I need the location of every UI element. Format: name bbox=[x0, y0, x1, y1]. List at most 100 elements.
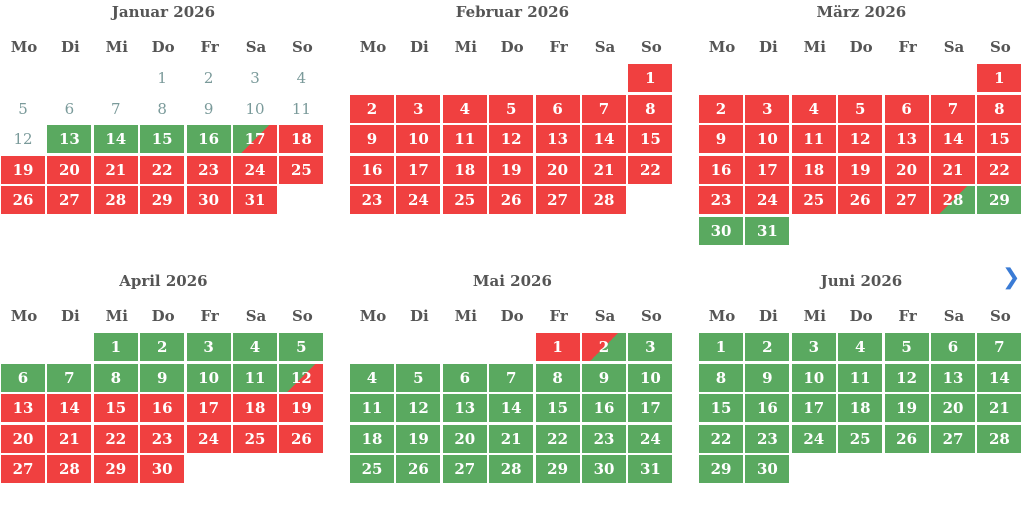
day-cell[interactable]: 15 bbox=[140, 125, 185, 154]
day-cell[interactable]: 3 bbox=[186, 333, 231, 361]
day-cell[interactable]: 28 bbox=[582, 186, 626, 215]
day-cell[interactable]: 29 bbox=[977, 186, 1022, 215]
day-cell[interactable]: 19 bbox=[396, 424, 441, 453]
day-cell[interactable]: 18 bbox=[279, 125, 324, 154]
day-cell[interactable]: 23 bbox=[350, 186, 394, 215]
day-cell[interactable]: 9 bbox=[140, 363, 185, 392]
day-cell[interactable]: 6 bbox=[931, 333, 975, 361]
day-cell[interactable]: 15 bbox=[977, 125, 1022, 154]
day-cell[interactable]: 16 bbox=[186, 125, 231, 154]
day-cell[interactable]: 4 bbox=[350, 363, 394, 392]
day-cell[interactable]: 21 bbox=[47, 424, 92, 453]
day-cell[interactable]: 20 bbox=[47, 155, 92, 184]
day-cell[interactable]: 30 bbox=[745, 455, 790, 484]
day-cell[interactable]: 15 bbox=[699, 394, 743, 423]
day-cell[interactable]: 11 bbox=[838, 363, 883, 392]
day-cell[interactable]: 22 bbox=[535, 424, 580, 453]
day-cell[interactable]: 30 bbox=[699, 217, 743, 245]
day-cell[interactable]: 20 bbox=[535, 155, 580, 184]
day-cell[interactable]: 14 bbox=[93, 125, 138, 154]
day-cell[interactable]: 12 bbox=[396, 394, 441, 423]
day-cell[interactable]: 20 bbox=[931, 394, 975, 423]
day-cell[interactable]: 19 bbox=[489, 155, 534, 184]
day-cell[interactable]: 18 bbox=[838, 394, 883, 423]
day-cell[interactable]: 29 bbox=[93, 455, 138, 484]
day-cell[interactable]: 21 bbox=[977, 394, 1022, 423]
day-cell[interactable]: 5 bbox=[279, 333, 324, 361]
day-cell[interactable]: 12 bbox=[884, 363, 929, 392]
day-cell[interactable]: 28 bbox=[489, 455, 534, 484]
day-cell[interactable]: 10 bbox=[186, 363, 231, 392]
day-cell[interactable]: 23 bbox=[582, 424, 626, 453]
day-cell[interactable]: 20 bbox=[884, 155, 929, 184]
day-cell[interactable]: 25 bbox=[279, 155, 324, 184]
day-cell[interactable]: 9 bbox=[745, 363, 790, 392]
day-cell[interactable]: 30 bbox=[582, 455, 626, 484]
day-cell[interactable]: 23 bbox=[745, 424, 790, 453]
day-cell[interactable]: 31 bbox=[233, 186, 277, 215]
day-cell[interactable]: 14 bbox=[931, 125, 975, 154]
day-cell[interactable]: 20 bbox=[442, 424, 487, 453]
day-cell[interactable]: 4 bbox=[442, 94, 487, 123]
day-cell[interactable]: 26 bbox=[838, 186, 883, 215]
day-cell[interactable]: 2 bbox=[582, 333, 626, 361]
day-cell[interactable]: 12 bbox=[279, 363, 324, 392]
day-cell[interactable]: 26 bbox=[489, 186, 534, 215]
day-cell[interactable]: 21 bbox=[931, 155, 975, 184]
day-cell[interactable]: 4 bbox=[233, 333, 277, 361]
day-cell[interactable]: 5 bbox=[396, 363, 441, 392]
day-cell[interactable]: 3 bbox=[791, 333, 836, 361]
day-cell[interactable]: 12 bbox=[489, 125, 534, 154]
day-cell[interactable]: 1 bbox=[699, 333, 743, 361]
day-cell[interactable]: 18 bbox=[350, 424, 394, 453]
day-cell[interactable]: 13 bbox=[535, 125, 580, 154]
day-cell[interactable]: 2 bbox=[350, 94, 394, 123]
day-cell[interactable]: 12 bbox=[838, 125, 883, 154]
day-cell[interactable]: 28 bbox=[931, 186, 975, 215]
day-cell[interactable]: 27 bbox=[47, 186, 92, 215]
day-cell[interactable]: 19 bbox=[279, 394, 324, 423]
day-cell[interactable]: 15 bbox=[535, 394, 580, 423]
day-cell[interactable]: 8 bbox=[977, 94, 1022, 123]
day-cell[interactable]: 21 bbox=[93, 155, 138, 184]
day-cell[interactable]: 24 bbox=[396, 186, 441, 215]
day-cell[interactable]: 24 bbox=[233, 155, 277, 184]
day-cell[interactable]: 18 bbox=[233, 394, 277, 423]
day-cell[interactable]: 2 bbox=[745, 333, 790, 361]
day-cell[interactable]: 5 bbox=[838, 94, 883, 123]
day-cell[interactable]: 17 bbox=[628, 394, 673, 423]
day-cell[interactable]: 25 bbox=[791, 186, 836, 215]
day-cell[interactable]: 4 bbox=[791, 94, 836, 123]
day-cell[interactable]: 23 bbox=[699, 186, 743, 215]
day-cell[interactable]: 1 bbox=[628, 64, 673, 92]
day-cell[interactable]: 3 bbox=[745, 94, 790, 123]
day-cell[interactable]: 27 bbox=[884, 186, 929, 215]
day-cell[interactable]: 11 bbox=[233, 363, 277, 392]
day-cell[interactable]: 31 bbox=[628, 455, 673, 484]
day-cell[interactable]: 16 bbox=[745, 394, 790, 423]
day-cell[interactable]: 25 bbox=[233, 424, 277, 453]
day-cell[interactable]: 9 bbox=[582, 363, 626, 392]
day-cell[interactable]: 23 bbox=[140, 424, 185, 453]
day-cell[interactable]: 16 bbox=[350, 155, 394, 184]
day-cell[interactable]: 24 bbox=[745, 186, 790, 215]
day-cell[interactable]: 28 bbox=[93, 186, 138, 215]
day-cell[interactable]: 28 bbox=[977, 424, 1022, 453]
day-cell[interactable]: 30 bbox=[140, 455, 185, 484]
day-cell[interactable]: 6 bbox=[535, 94, 580, 123]
day-cell[interactable]: 5 bbox=[884, 333, 929, 361]
day-cell[interactable]: 25 bbox=[442, 186, 487, 215]
day-cell[interactable]: 14 bbox=[489, 394, 534, 423]
day-cell[interactable]: 29 bbox=[699, 455, 743, 484]
day-cell[interactable]: 16 bbox=[140, 394, 185, 423]
day-cell[interactable]: 8 bbox=[535, 363, 580, 392]
day-cell[interactable]: 17 bbox=[745, 155, 790, 184]
day-cell[interactable]: 11 bbox=[442, 125, 487, 154]
day-cell[interactable]: 11 bbox=[791, 125, 836, 154]
day-cell[interactable]: 2 bbox=[699, 94, 743, 123]
day-cell[interactable]: 24 bbox=[628, 424, 673, 453]
day-cell[interactable]: 10 bbox=[628, 363, 673, 392]
day-cell[interactable]: 25 bbox=[350, 455, 394, 484]
day-cell[interactable]: 14 bbox=[47, 394, 92, 423]
day-cell[interactable]: 16 bbox=[582, 394, 626, 423]
